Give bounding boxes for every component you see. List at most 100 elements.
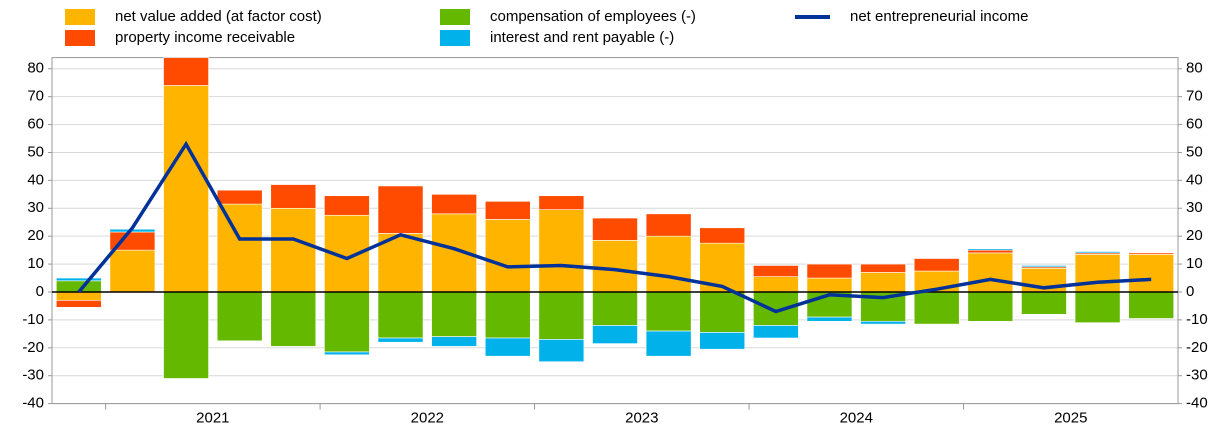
bar-segment (1128, 254, 1175, 293)
legend-label: net value added (at factor cost) (115, 8, 322, 25)
bar-segment (753, 325, 799, 339)
y-tick-label: 0 (1186, 283, 1194, 300)
bar-segment (1074, 291, 1121, 323)
bar-segment (1074, 251, 1121, 254)
bar-segment (645, 330, 692, 357)
y-tick-label: -10 (22, 311, 44, 328)
bar-segment (645, 235, 692, 293)
bar-segment (1128, 252, 1175, 255)
y-tick-label: 60 (27, 116, 44, 133)
bar-segment (753, 265, 799, 277)
bar-segment (431, 194, 477, 215)
bar-segment (163, 291, 209, 379)
legend-label: net entrepreneurial income (850, 8, 1028, 25)
bar-segment (377, 291, 424, 339)
bar-segment (592, 240, 638, 293)
bar-segment (216, 291, 263, 342)
y-tick-label: 0 (36, 283, 44, 300)
bar-segment (592, 217, 638, 241)
bar-segment (270, 207, 317, 293)
y-tick-label: -10 (1186, 311, 1208, 328)
y-tick-label: -40 (1186, 395, 1208, 412)
legend-label: compensation of employees (-) (490, 8, 696, 25)
bar-segment (484, 291, 531, 339)
bar-segment (753, 291, 799, 326)
y-tick-label: 80 (1186, 60, 1203, 77)
bar-segment (1128, 291, 1175, 319)
legend-swatch (65, 9, 95, 25)
bar-segment (806, 277, 853, 293)
y-tick-label: -30 (22, 367, 44, 384)
y-tick-label: 50 (27, 143, 44, 160)
x-tick-label: 2021 (196, 410, 229, 427)
y-tick-label: -30 (1186, 367, 1208, 384)
bar-segment (538, 339, 585, 363)
legend-swatch (440, 9, 470, 25)
y-tick-label: 70 (27, 88, 44, 105)
y-tick-label: -20 (22, 339, 44, 356)
bar-segment (109, 249, 156, 293)
bar-segment (645, 213, 692, 237)
x-tick-label: 2022 (411, 410, 444, 427)
bar-segment (324, 351, 370, 356)
bar-segment (324, 291, 370, 353)
bar-segment (484, 219, 531, 293)
bar-segment (324, 195, 370, 216)
x-tick-label: 2025 (1054, 410, 1087, 427)
bar-segment (431, 336, 477, 347)
y-tick-label: 40 (27, 171, 44, 188)
bar-segment (860, 320, 906, 325)
y-tick-label: 60 (1186, 116, 1203, 133)
y-tick-label: 50 (1186, 143, 1203, 160)
bar-segment (538, 291, 585, 340)
bar-segment (377, 185, 424, 234)
bar-segment (484, 201, 531, 220)
bar-segment (55, 291, 102, 301)
x-tick-label: 2023 (625, 410, 658, 427)
bar-segment (967, 291, 1014, 322)
x-tick-label: 2024 (840, 410, 873, 427)
bar-segment (699, 227, 746, 244)
bar-segment (699, 332, 746, 350)
bar-segment (967, 252, 1014, 293)
y-tick-label: -20 (1186, 339, 1208, 356)
bar-segment (967, 249, 1014, 254)
bar-segment (592, 291, 638, 326)
bar-segment (377, 337, 424, 343)
legend-label: property income receivable (115, 29, 295, 46)
bar-segment (753, 276, 799, 293)
bar-segment (967, 248, 1014, 251)
bar-segment (538, 195, 585, 210)
bar-segment (270, 184, 317, 209)
legend-swatch (65, 30, 95, 46)
line (77, 140, 1152, 314)
y-tick-label: 20 (27, 227, 44, 244)
y-tick-label: 40 (1186, 171, 1203, 188)
bar-segment (913, 258, 960, 272)
bar-segment (806, 263, 853, 279)
bar-segment (270, 291, 317, 347)
y-tick-label: 30 (1186, 199, 1203, 216)
y-tick-label: 20 (1186, 227, 1203, 244)
y-tick-label: 10 (1186, 255, 1203, 272)
bar-segment (163, 85, 209, 293)
bar-segment (806, 316, 853, 322)
bar-segment (1074, 254, 1121, 293)
bar-segment (592, 325, 638, 344)
y-tick-label: 70 (1186, 88, 1203, 105)
legend-label: interest and rent payable (-) (490, 29, 674, 46)
bar-segment (1021, 291, 1067, 315)
y-tick-label: 10 (27, 255, 44, 272)
bar-segment (860, 263, 906, 273)
legend-swatch (440, 30, 470, 46)
bar-segment (538, 209, 585, 293)
bar-segment (431, 291, 477, 337)
bar-segment (913, 291, 960, 325)
bar-segment (55, 300, 102, 308)
bar-segment (484, 337, 531, 357)
bar-segment (55, 277, 102, 282)
bar-segment (645, 291, 692, 332)
bar-segment (1021, 265, 1067, 268)
bar-segment (163, 57, 209, 86)
